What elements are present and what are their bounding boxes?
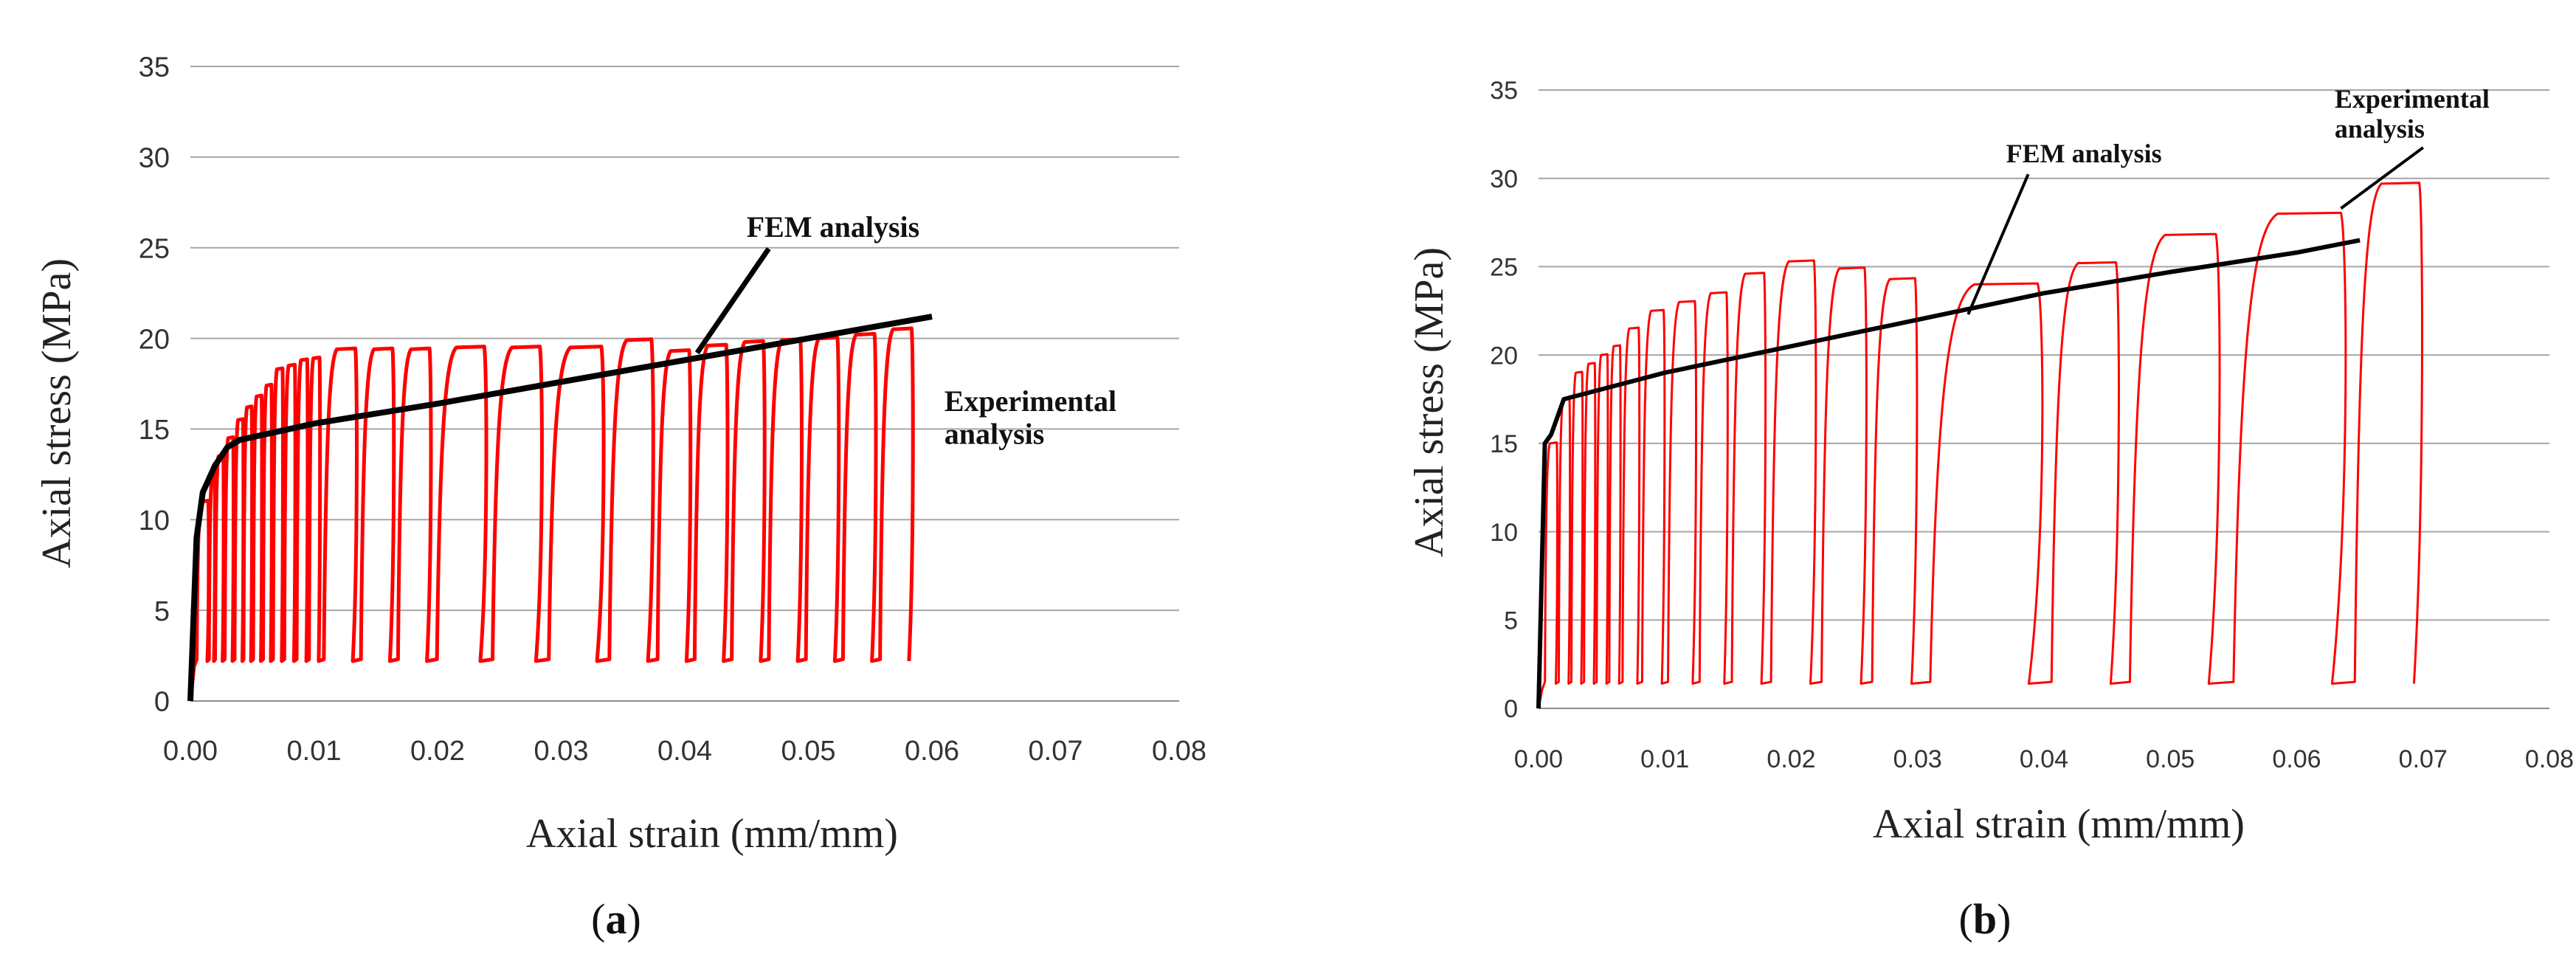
x-tick-label: 0.07 bbox=[2399, 745, 2448, 773]
y-tick-label: 0 bbox=[154, 687, 170, 718]
annotations: FEM analysis Experimental analysis bbox=[694, 210, 1116, 451]
annotation-leader bbox=[694, 246, 771, 355]
y-tick-label: 25 bbox=[139, 233, 170, 264]
y-tick-label: 15 bbox=[1490, 430, 1518, 458]
x-tick-label: 0.00 bbox=[1514, 745, 1563, 773]
fem-curve bbox=[1536, 238, 2361, 709]
y-tick-label: 5 bbox=[154, 596, 170, 627]
experimental-curve bbox=[1537, 182, 2423, 709]
y-tick-label: 0 bbox=[1504, 695, 1518, 723]
x-tick-label: 0.05 bbox=[781, 736, 836, 767]
y-tick-label: 35 bbox=[1490, 77, 1518, 105]
y-tick-label: 5 bbox=[1504, 607, 1518, 635]
x-axis-title: Axial strain (mm/mm) bbox=[526, 811, 898, 857]
annotation-leader bbox=[1966, 173, 2030, 315]
x-tick-label: 0.04 bbox=[2020, 745, 2068, 773]
panel-caption: (b) bbox=[1959, 895, 2012, 943]
x-tick-label: 0.06 bbox=[905, 736, 959, 767]
grid-lines bbox=[1539, 89, 2549, 709]
tick-labels: 0 5 10 15 20 25 30 35 0.00 0.01 0.02 0.03 0.04 0.05 0.… bbox=[139, 52, 1206, 767]
y-tick-label: 30 bbox=[139, 143, 170, 174]
x-axis-title: Axial strain (mm/mm) bbox=[1873, 801, 2245, 847]
y-tick-label: 35 bbox=[139, 52, 170, 83]
tick-labels: 0 5 10 15 20 25 30 35 0.00 0.01 0.02 0.03 0.04 0.05 0.… bbox=[1490, 77, 2574, 773]
y-tick-label: 15 bbox=[139, 415, 170, 446]
x-tick-label: 0.00 bbox=[163, 736, 218, 767]
fem-line bbox=[187, 314, 933, 702]
y-axis-title: Axial stress (MPa) bbox=[34, 258, 80, 568]
y-tick-label: 25 bbox=[1490, 254, 1518, 282]
panel-label: a bbox=[606, 895, 627, 943]
fem-curve bbox=[187, 314, 933, 702]
annotation-label: FEM analysis bbox=[747, 210, 919, 244]
y-tick-label: 20 bbox=[1490, 342, 1518, 370]
x-tick-label: 0.02 bbox=[1767, 745, 1815, 773]
x-tick-label: 0.03 bbox=[1893, 745, 1942, 773]
y-tick-label: 30 bbox=[1490, 165, 1518, 193]
x-tick-label: 0.07 bbox=[1029, 736, 1083, 767]
x-tick-label: 0.06 bbox=[2272, 745, 2321, 773]
panel-b: FEM analysis Experimental analysis 0 5 10 15 2… bbox=[1406, 77, 2574, 943]
x-tick-label: 0.08 bbox=[1152, 736, 1206, 767]
experimental-line bbox=[188, 326, 915, 702]
annotation-label: FEM analysis bbox=[2006, 139, 2162, 168]
y-tick-label: 20 bbox=[139, 324, 170, 355]
x-tick-label: 0.02 bbox=[410, 736, 465, 767]
x-tick-label: 0.08 bbox=[2525, 745, 2574, 773]
experimental-line bbox=[1537, 182, 2423, 709]
annotation-leader bbox=[2340, 146, 2425, 210]
y-tick-label: 10 bbox=[139, 505, 170, 536]
x-tick-label: 0.05 bbox=[2146, 745, 2195, 773]
annotation-label: Experimental analysis bbox=[945, 384, 1116, 451]
fem-line bbox=[1536, 238, 2361, 709]
x-tick-label: 0.01 bbox=[287, 736, 342, 767]
experimental-curve bbox=[188, 326, 915, 702]
panel-a: FEM analysis Experimental analysis 0 5 10 15 2… bbox=[34, 52, 1206, 943]
y-axis-title: Axial stress (MPa) bbox=[1406, 247, 1452, 557]
x-tick-label: 0.03 bbox=[534, 736, 589, 767]
panel-label: b bbox=[1973, 895, 1997, 943]
annotations: FEM analysis Experimental analysis bbox=[1966, 84, 2490, 315]
y-tick-label: 10 bbox=[1490, 519, 1518, 547]
x-tick-label: 0.01 bbox=[1640, 745, 1689, 773]
panel-caption: (a) bbox=[591, 895, 641, 943]
annotation-label: Experimental analysis bbox=[2335, 84, 2490, 143]
x-tick-label: 0.04 bbox=[657, 736, 712, 767]
